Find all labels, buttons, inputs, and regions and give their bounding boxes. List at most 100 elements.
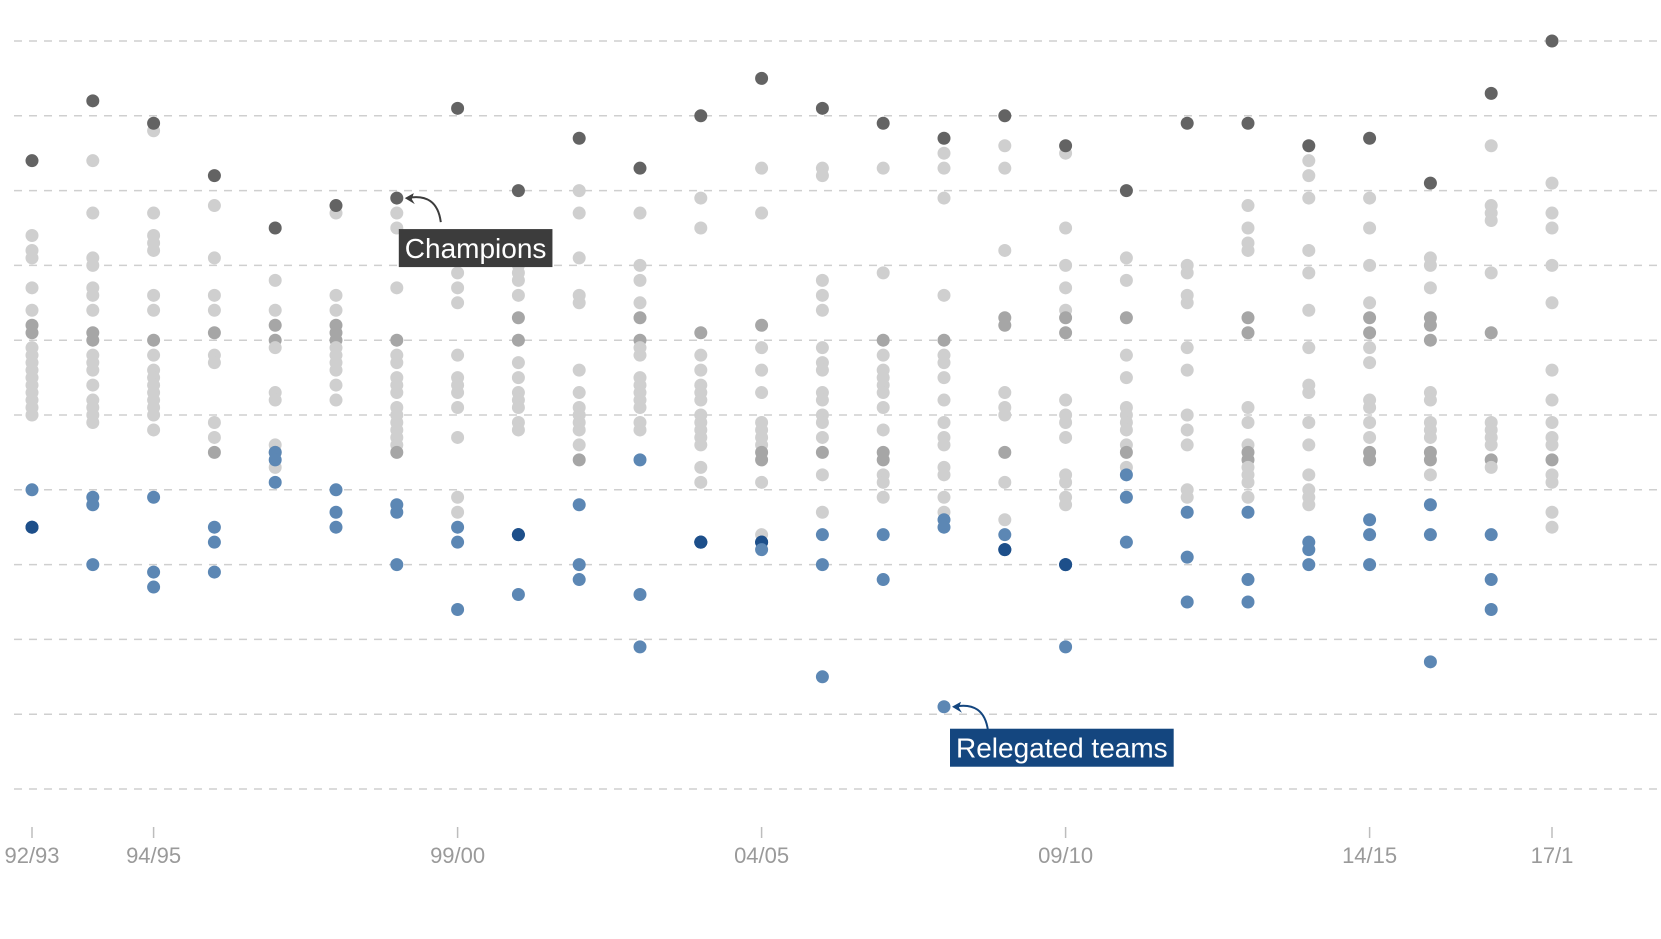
team-dot [998,318,1012,332]
champion-dot [1059,139,1073,153]
team-dot [1423,258,1437,272]
team-dot [1059,311,1073,325]
x-tick-label: 14/15 [1342,843,1397,868]
team-dot [147,303,161,317]
relegated-dot [1423,655,1437,669]
team-dot [1363,341,1377,355]
team-dot [633,423,647,437]
team-dot [1302,266,1316,280]
team-dot [451,296,465,310]
relegated-dot [1484,602,1498,616]
team-dot [1545,296,1559,310]
team-dot [937,490,951,504]
relegated-dot [1119,490,1133,504]
team-dot [1241,326,1255,340]
team-dot [876,453,890,467]
dots-layer [25,34,1559,714]
team-dot [937,415,951,429]
team-dot [1363,221,1377,235]
team-dot [694,475,708,489]
relegated-dot [633,640,647,654]
team-dot [694,363,708,377]
team-dot [511,288,525,302]
team-dot [1180,266,1194,280]
team-dot [1423,393,1437,407]
team-dot [694,393,708,407]
team-dot [1302,303,1316,317]
team-dot [1119,348,1133,362]
team-dot [25,228,39,242]
team-dot [329,303,343,317]
relegated-dot [876,528,890,542]
relegated-dot [329,505,343,519]
team-dot [511,401,525,415]
relegated-dot [147,490,161,504]
team-dot [815,341,829,355]
relegated-dot [572,573,586,587]
relegated-dot [572,558,586,572]
team-dot [1180,363,1194,377]
team-dot [815,468,829,482]
team-dot [1423,333,1437,347]
team-dot [1545,520,1559,534]
relegated-dot [1363,513,1377,527]
team-dot [268,273,282,287]
x-tick-label: 17/1 [1531,843,1574,868]
relegated-dot [633,588,647,602]
team-dot [572,296,586,310]
relegated-dot [1423,528,1437,542]
team-dot [1059,221,1073,235]
team-dot [390,281,404,295]
relegated-annotation-arrowhead [952,701,962,713]
relegated-dot [268,475,282,489]
team-dot [1363,191,1377,205]
team-dot [207,326,221,340]
team-dot [815,273,829,287]
team-dot [937,146,951,160]
team-dot [1302,498,1316,512]
team-dot [876,333,890,347]
relegated-dot [86,558,100,572]
team-dot [451,281,465,295]
champion-dot [755,71,769,85]
team-dot [755,363,769,377]
team-dot [86,363,100,377]
team-dot [25,326,39,340]
team-dot [1059,415,1073,429]
team-dot [390,356,404,370]
team-dot [25,303,39,317]
champion-dot [1545,34,1559,48]
team-dot [876,161,890,175]
team-dot [1363,430,1377,444]
team-dot [815,430,829,444]
champion-dot [694,109,708,123]
champion-dot [147,116,161,130]
team-dot [207,251,221,265]
team-dot [1545,206,1559,220]
team-dot [1484,266,1498,280]
champions-annotation-box [398,229,553,268]
team-dot [1545,393,1559,407]
champion-dot [25,154,39,168]
team-dot [1059,475,1073,489]
relegated-dot [268,453,282,467]
team-dot [1484,214,1498,228]
grid-layer [14,40,1661,790]
team-dot [1302,154,1316,168]
team-dot [1363,311,1377,325]
team-dot [451,490,465,504]
team-dot [1423,468,1437,482]
team-dot [86,288,100,302]
team-dot [1180,423,1194,437]
team-dot [207,356,221,370]
relegated-dot [511,588,525,602]
team-dot [1059,393,1073,407]
team-dot [572,184,586,198]
team-dot [633,296,647,310]
relegated-dot [572,498,586,512]
team-dot [755,386,769,400]
relegated-dot [1423,498,1437,512]
team-dot [147,333,161,347]
x-tick-label: 92/93 [4,843,59,868]
relegated-dot [998,543,1012,557]
